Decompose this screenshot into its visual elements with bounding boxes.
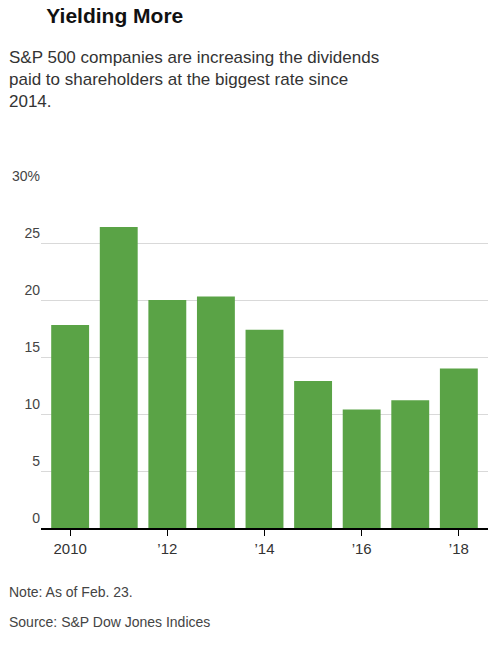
svg-text:Source: S&P Dow Jones Indices: Source: S&P Dow Jones Indices bbox=[9, 614, 210, 630]
svg-text:’16: ’16 bbox=[352, 540, 372, 557]
svg-text:25: 25 bbox=[24, 225, 40, 241]
svg-text:S&P 500 companies are increasi: S&P 500 companies are increasing the div… bbox=[9, 48, 379, 111]
svg-text:Note: As of Feb. 23.: Note: As of Feb. 23. bbox=[9, 584, 133, 600]
svg-text:’14: ’14 bbox=[254, 540, 274, 557]
svg-text:’18: ’18 bbox=[449, 540, 469, 557]
svg-text:30%: 30% bbox=[12, 168, 40, 184]
svg-text:5: 5 bbox=[32, 453, 40, 469]
svg-text:10: 10 bbox=[24, 396, 40, 412]
svg-text:15: 15 bbox=[24, 339, 40, 355]
svg-text:’12: ’12 bbox=[157, 540, 177, 557]
svg-text:2010: 2010 bbox=[53, 540, 86, 557]
svg-text:Yielding More: Yielding More bbox=[46, 4, 183, 27]
svg-text:0: 0 bbox=[32, 510, 40, 526]
svg-text:20: 20 bbox=[24, 282, 40, 298]
